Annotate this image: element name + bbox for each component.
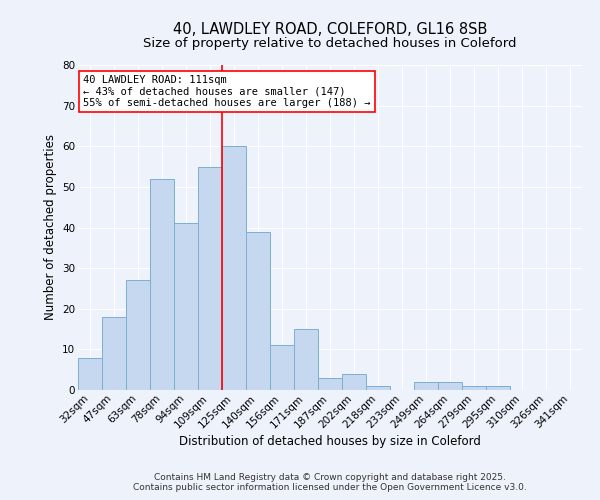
Bar [198, 166, 222, 390]
Text: Contains HM Land Registry data © Crown copyright and database right 2025.: Contains HM Land Registry data © Crown c… [154, 472, 506, 482]
Text: Contains public sector information licensed under the Open Government Licence v3: Contains public sector information licen… [133, 484, 527, 492]
Bar [294, 329, 318, 390]
Text: 40 LAWDLEY ROAD: 111sqm
← 43% of detached houses are smaller (147)
55% of semi-d: 40 LAWDLEY ROAD: 111sqm ← 43% of detache… [83, 74, 371, 108]
Bar [318, 378, 342, 390]
X-axis label: Distribution of detached houses by size in Coleford: Distribution of detached houses by size … [179, 435, 481, 448]
Bar [102, 317, 126, 390]
Bar [270, 346, 294, 390]
Bar [78, 358, 102, 390]
Bar [246, 232, 270, 390]
Bar [462, 386, 486, 390]
Bar [438, 382, 462, 390]
Bar [342, 374, 366, 390]
Bar [150, 179, 174, 390]
Bar [222, 146, 246, 390]
Text: Size of property relative to detached houses in Coleford: Size of property relative to detached ho… [143, 38, 517, 51]
Y-axis label: Number of detached properties: Number of detached properties [44, 134, 56, 320]
Bar [174, 224, 198, 390]
Bar [486, 386, 510, 390]
Bar [366, 386, 390, 390]
Text: 40, LAWDLEY ROAD, COLEFORD, GL16 8SB: 40, LAWDLEY ROAD, COLEFORD, GL16 8SB [173, 22, 487, 38]
Bar [414, 382, 438, 390]
Bar [126, 280, 150, 390]
